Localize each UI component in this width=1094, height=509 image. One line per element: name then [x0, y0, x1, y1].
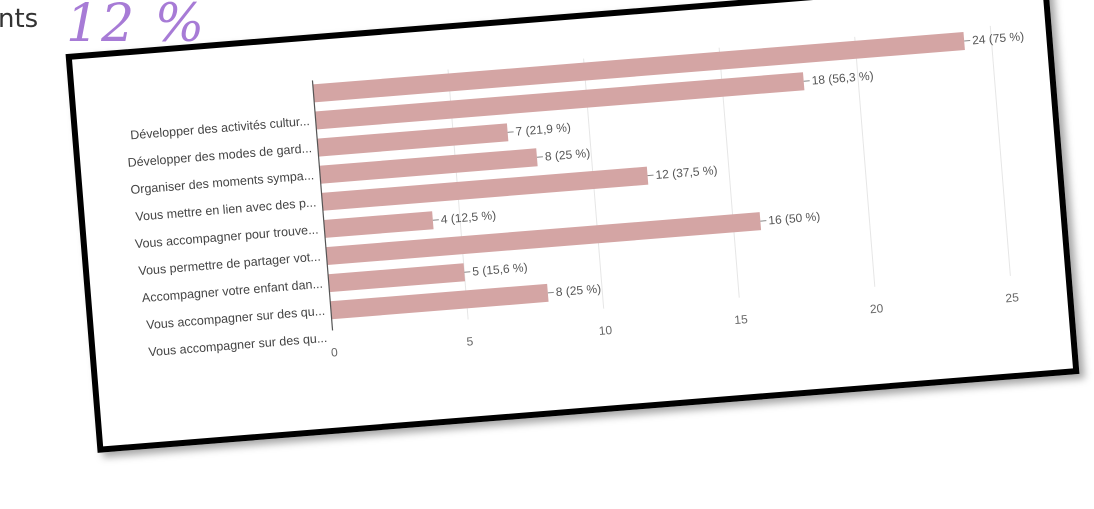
axes — [311, 80, 334, 331]
x-tick-label: 10 — [598, 323, 613, 338]
data-label: 16 (50 %) — [768, 209, 821, 227]
category-label: Développer des activités cultur... — [130, 114, 310, 142]
data-label: 24 (75 %) — [972, 29, 1025, 47]
bar — [312, 32, 965, 103]
bar-chart: 0 5 10 15 20 25 24 (75 %) 18 (56,3 %) 7 (21,9 %)… — [127, 25, 1025, 360]
x-tick-label: 25 — [1005, 290, 1020, 305]
category-label: Organiser des moments sympa... — [130, 168, 315, 197]
chart-photo-frame: 0 5 10 15 20 25 24 (75 %) 18 (56,3 %) 7 (21,9 %)… — [65, 0, 1080, 453]
data-label: 8 (25 %) — [544, 146, 590, 164]
category-label: Développer des modes de gard... — [127, 141, 312, 170]
category-label: Vous mettre en lien avec des p... — [135, 195, 317, 223]
x-grid-line — [854, 36, 876, 287]
x-tick-label: 0 — [330, 345, 338, 360]
bar — [317, 123, 509, 157]
data-label: 4 (12,5 %) — [440, 208, 496, 226]
category-label: Vous permettre de partager vot... — [138, 250, 321, 279]
bar — [321, 166, 649, 211]
bar — [323, 211, 434, 238]
category-label: Vous accompagner pour trouve... — [134, 222, 319, 251]
x-grid-line — [989, 25, 1011, 276]
category-label: Vous accompagner sur des qu... — [148, 331, 328, 359]
bar — [314, 72, 805, 130]
x-tick-label: 15 — [734, 312, 749, 327]
data-label: 5 (15,6 %) — [472, 260, 528, 278]
x-tick-label: 20 — [869, 301, 884, 316]
data-label: 7 (21,9 %) — [515, 120, 571, 138]
category-label: Accompagner votre enfant dan... — [141, 277, 323, 306]
category-label: Vous accompagner sur des qu... — [146, 304, 326, 332]
data-label: 8 (25 %) — [555, 282, 601, 300]
bar — [330, 283, 549, 320]
bar — [328, 263, 466, 293]
bar — [325, 212, 762, 266]
y-axis-line — [311, 80, 334, 331]
data-label: 12 (37,5 %) — [655, 163, 718, 182]
data-label: 18 (56,3 %) — [811, 69, 874, 88]
x-tick-label: 5 — [466, 334, 474, 349]
bars — [312, 32, 965, 320]
labels: 0 5 10 15 20 25 24 (75 %) 18 (56,3 %) 7 (21,9 %)… — [127, 29, 1025, 360]
cut-off-heading: nts — [0, 4, 39, 34]
bar — [319, 148, 538, 184]
